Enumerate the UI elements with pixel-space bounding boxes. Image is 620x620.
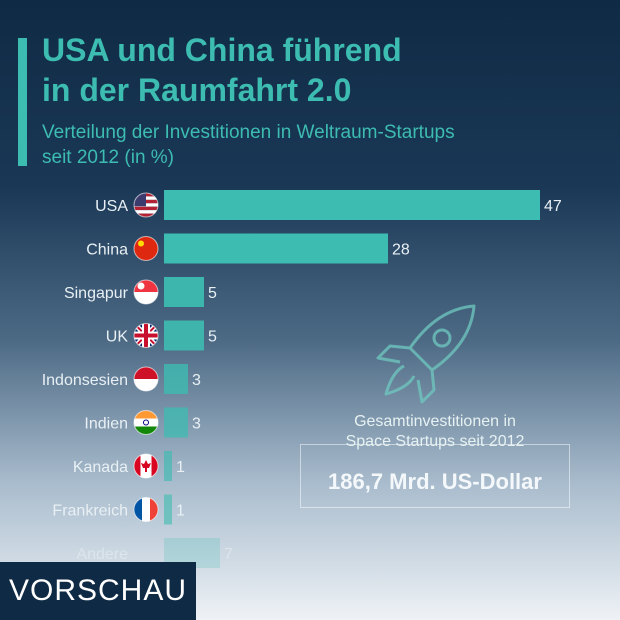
value-label: 47 bbox=[544, 198, 562, 215]
bar bbox=[164, 407, 188, 438]
flag-part bbox=[134, 210, 158, 214]
flag-france-icon-shapes bbox=[134, 497, 158, 522]
flag-part bbox=[142, 497, 150, 522]
flag-india-icon-shapes bbox=[134, 410, 158, 435]
category-label: UK bbox=[106, 329, 129, 346]
flag-part bbox=[134, 418, 158, 427]
flag-singapore-icon-shapes bbox=[134, 280, 158, 304]
bar-row: Indonsesien 3 bbox=[42, 364, 201, 394]
flag-outline bbox=[133, 236, 159, 261]
flag-indonesia-icon bbox=[133, 366, 159, 392]
flag-part bbox=[134, 410, 158, 419]
flag-part bbox=[134, 367, 158, 379]
flag-part bbox=[150, 497, 158, 522]
category-label: Indonsesien bbox=[42, 372, 128, 389]
subtitle-line-2: seit 2012 (in %) bbox=[42, 147, 175, 168]
flag-indonesia-icon-shapes bbox=[134, 367, 158, 391]
subtitle-line-1: Verteilung der Investitionen in Weltraum… bbox=[42, 122, 455, 143]
category-label: Indien bbox=[84, 416, 128, 433]
bar bbox=[164, 451, 172, 481]
flag-canada-icon-shapes bbox=[134, 454, 158, 478]
bar-row: Frankreich 1 bbox=[52, 494, 185, 525]
value-label: 5 bbox=[208, 329, 217, 346]
bar-row: Singapur 5 bbox=[64, 277, 217, 307]
flag-singapore-icon bbox=[133, 279, 159, 305]
rocket-icon bbox=[376, 304, 476, 404]
chart-subtitle: Verteilung der Investitionen in Weltraum… bbox=[42, 120, 602, 170]
value-label: 1 bbox=[176, 503, 185, 520]
flag-part bbox=[134, 206, 158, 211]
flag-india-icon bbox=[133, 410, 159, 435]
flag-part bbox=[137, 282, 145, 290]
flag-part bbox=[143, 419, 149, 426]
flag-outline bbox=[133, 366, 159, 392]
flag-part bbox=[134, 497, 142, 522]
bar bbox=[164, 233, 388, 264]
title-accent-bar bbox=[18, 38, 27, 166]
total-investment-label-line-2: Space Startups seit 2012 bbox=[345, 433, 525, 450]
bar bbox=[164, 190, 540, 220]
total-investment-label-line-1: Gesamtinvestitionen in bbox=[354, 413, 516, 430]
flag-uk-icon bbox=[133, 323, 159, 348]
flag-part bbox=[134, 454, 141, 478]
category-label: USA bbox=[95, 198, 128, 215]
value-label: 7 bbox=[224, 546, 233, 563]
flag-outline bbox=[133, 279, 159, 305]
value-label: 5 bbox=[208, 285, 217, 302]
bar bbox=[164, 277, 204, 307]
bar bbox=[164, 494, 172, 525]
total-investment-panel: Gesamtinvestitionen in Space Startups se… bbox=[300, 412, 570, 508]
title-line-2: in der Raumfahrt 2.0 bbox=[42, 72, 352, 108]
bar-row: UK 5 bbox=[106, 320, 217, 351]
category-label: Kanada bbox=[73, 459, 128, 476]
total-investment-value: 186,7 Mrd. US-Dollar bbox=[328, 469, 542, 494]
bar-row: Indien 3 bbox=[84, 407, 201, 438]
flag-part bbox=[141, 460, 151, 472]
total-investment-box: 186,7 Mrd. US-Dollar bbox=[300, 444, 570, 508]
title-line-1: USA und China führend bbox=[42, 32, 402, 68]
flag-part bbox=[134, 292, 158, 304]
category-label: China bbox=[86, 242, 128, 259]
flag-part bbox=[134, 426, 158, 435]
value-label: 3 bbox=[192, 372, 201, 389]
flag-part bbox=[134, 379, 158, 391]
flag-usa-icon bbox=[133, 192, 159, 218]
flag-outline bbox=[133, 453, 159, 479]
total-investment-label: Gesamtinvestitionen in Space Startups se… bbox=[300, 412, 570, 452]
flag-canada-icon bbox=[133, 453, 159, 479]
flag-outline bbox=[133, 192, 159, 218]
bar-row: USA 47 bbox=[95, 190, 562, 220]
flag-uk-icon-shapes bbox=[134, 323, 158, 348]
bar bbox=[164, 320, 204, 351]
flag-outline bbox=[133, 410, 159, 435]
category-label: Frankreich bbox=[52, 503, 128, 520]
flag-china-icon bbox=[133, 236, 159, 261]
preview-badge: VORSCHAU bbox=[0, 562, 196, 620]
value-label: 1 bbox=[176, 459, 185, 476]
flag-part bbox=[151, 454, 158, 478]
value-label: 3 bbox=[192, 416, 201, 433]
flag-outline bbox=[133, 323, 159, 348]
flag-part bbox=[138, 240, 144, 247]
flag-china-icon-shapes bbox=[134, 236, 158, 261]
chart-title: USA und China führend in der Raumfahrt 2… bbox=[42, 30, 602, 110]
flag-usa-icon-shapes bbox=[134, 193, 158, 217]
flag-part bbox=[134, 333, 158, 338]
flag-part bbox=[134, 213, 158, 217]
category-label: Andere bbox=[76, 546, 128, 563]
flag-part bbox=[134, 236, 158, 261]
bar bbox=[164, 364, 188, 394]
flag-outline bbox=[133, 497, 159, 522]
bar-row: China 28 bbox=[86, 233, 410, 264]
flag-france-icon bbox=[133, 497, 159, 522]
bar-row: Kanada 1 bbox=[73, 451, 185, 481]
value-label: 28 bbox=[392, 242, 410, 259]
category-label: Singapur bbox=[64, 285, 129, 302]
